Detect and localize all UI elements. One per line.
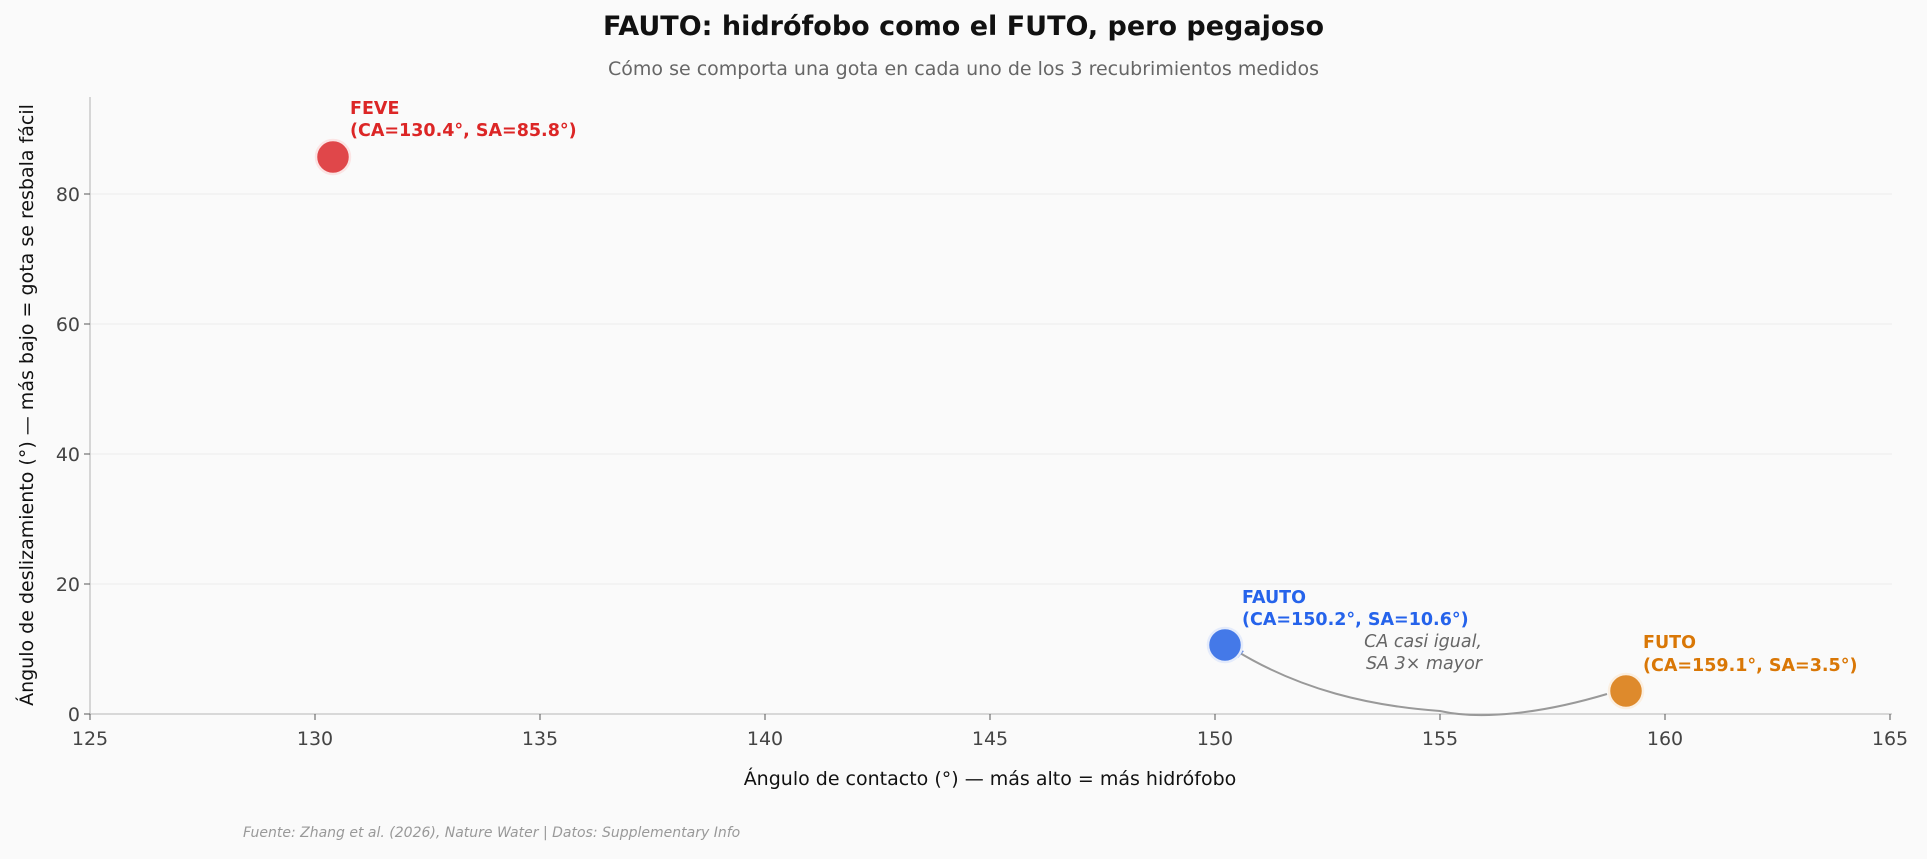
y-tick-label: 80	[56, 184, 80, 206]
annotation-arrow	[1234, 649, 1608, 717]
label-fauto-name: FAUTO	[1242, 588, 1306, 608]
point-fauto[interactable]	[1206, 626, 1244, 664]
y-tick-label: 20	[56, 574, 80, 596]
chart-title: FAUTO: hidrófobo como el FUTO, pero pega…	[602, 11, 1325, 42]
y-ticks	[84, 193, 90, 715]
label-futo-name: FUTO	[1643, 633, 1696, 653]
x-tick-label: 155	[1422, 728, 1458, 750]
y-tick-label: 0	[68, 704, 80, 726]
y-tick-label: 60	[56, 314, 80, 336]
x-axis-label: Ángulo de contacto (°) — más alto = más …	[744, 767, 1237, 790]
label-fauto-detail: (CA=150.2°, SA=10.6°)	[1242, 610, 1469, 630]
label-futo-detail: (CA=159.1°, SA=3.5°)	[1643, 656, 1857, 676]
point-futo[interactable]	[1607, 672, 1645, 710]
point-feve[interactable]	[314, 138, 352, 176]
annotation-line-1: CA casi igual,	[1364, 632, 1482, 652]
x-tick-label: 165	[1872, 728, 1908, 750]
label-feve-name: FEVE	[350, 99, 399, 119]
x-tick-label: 160	[1647, 728, 1683, 750]
x-tick-label: 125	[72, 728, 108, 750]
x-tick-label: 145	[972, 728, 1008, 750]
chart-subtitle: Cómo se comporta una gota en cada uno de…	[608, 58, 1319, 80]
annotation-line-2: SA 3× mayor	[1366, 654, 1484, 674]
source-caption: Fuente: Zhang et al. (2026), Nature Wate…	[243, 825, 741, 841]
y-tick-label: 40	[56, 444, 80, 466]
x-tick-label: 135	[522, 728, 558, 750]
gridlines	[90, 193, 1892, 585]
x-ticks	[89, 714, 1891, 720]
x-tick-label: 130	[297, 728, 333, 750]
x-tick-label: 150	[1197, 728, 1233, 750]
y-axis-label: Ángulo de deslizamiento (°) — más bajo =…	[15, 104, 38, 706]
x-tick-label: 140	[747, 728, 783, 750]
label-feve-detail: (CA=130.4°, SA=85.8°)	[350, 121, 577, 141]
